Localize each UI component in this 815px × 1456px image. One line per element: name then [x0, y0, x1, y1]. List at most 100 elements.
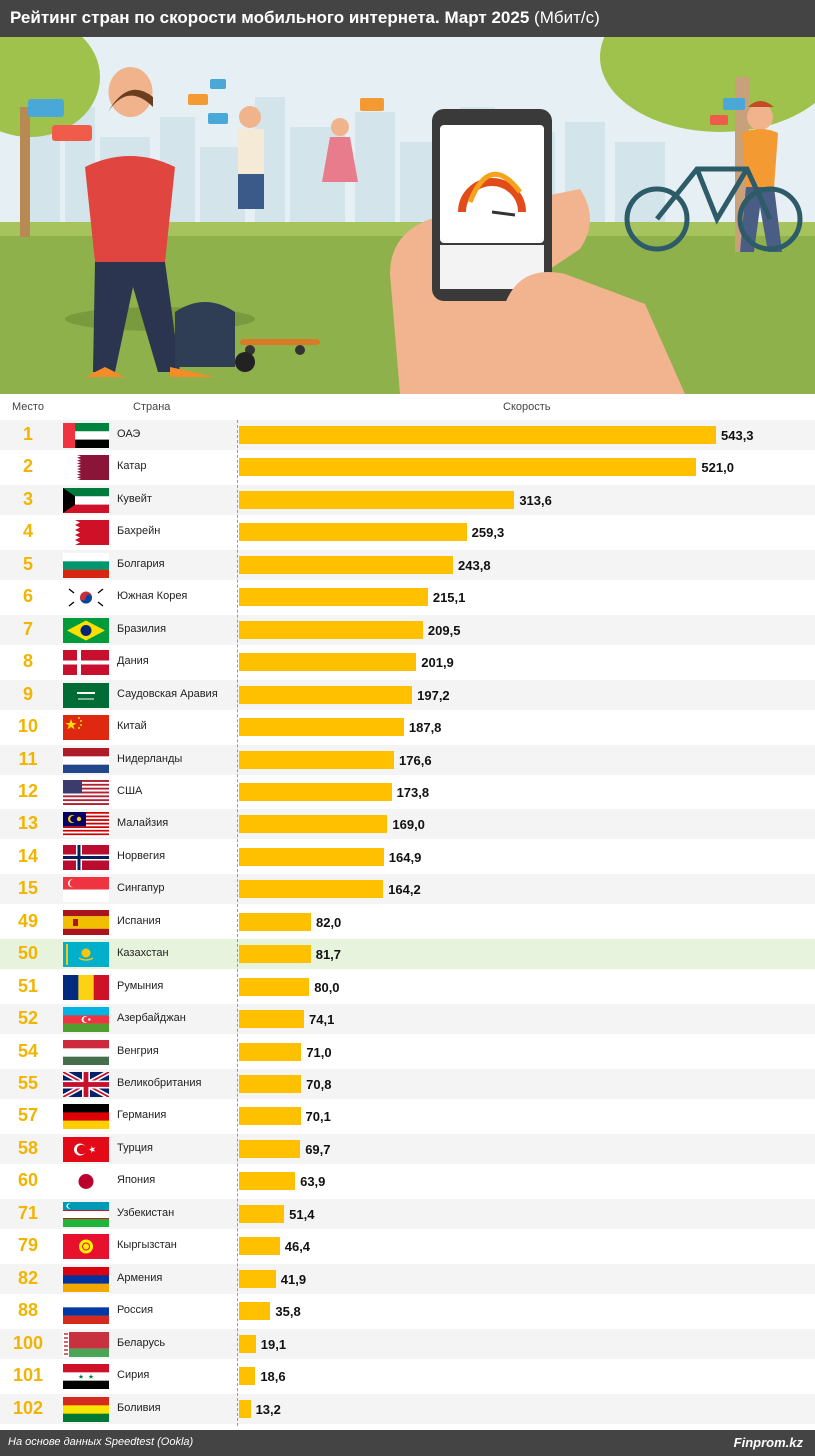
country-name: Кыргызстан — [117, 1239, 177, 1252]
speed-value-label: 164,9 — [388, 849, 422, 865]
table-row: 82 Армения 41,9 — [0, 1263, 815, 1294]
table-row: 13 Малайзия 169,0 — [0, 809, 815, 840]
rank-label: 51 — [17, 975, 39, 996]
country-name: Норвегия — [117, 849, 166, 862]
country-name: Армения — [117, 1271, 163, 1284]
speed-value-label: 176,6 — [399, 752, 432, 768]
chart-title: Рейтинг стран по скорости мобильного инт… — [10, 8, 600, 28]
rank-label: 55 — [17, 1073, 39, 1093]
country-name: Малайзия — [117, 817, 169, 830]
speed-value-label: 71,0 — [306, 1044, 332, 1060]
speed-bar — [239, 1399, 251, 1418]
table-row: 3 Кувейт 313,6 — [0, 484, 815, 515]
flag-br-icon — [63, 617, 109, 643]
rank-label: 6 — [22, 586, 33, 607]
speed-bar — [239, 1334, 256, 1353]
speed-bar — [239, 1010, 305, 1029]
rank-label: 101 — [12, 1365, 44, 1386]
title-main: Рейтинг стран по скорости мобильного инт… — [10, 8, 530, 27]
flag-ru-icon — [63, 1299, 109, 1325]
table-row: 15 Сингапур 164,2 — [0, 874, 815, 905]
rank-label: 54 — [17, 1040, 39, 1061]
rank-label: 52 — [17, 1008, 39, 1029]
rank-label: 14 — [17, 845, 39, 866]
country-name: Южная Корея — [117, 590, 188, 603]
rank-label: 79 — [17, 1235, 39, 1256]
speed-bar — [239, 782, 392, 801]
flag-nl-icon — [63, 747, 109, 773]
country-name: США — [117, 784, 143, 797]
table-row: 2 Катар 521,0 — [0, 452, 815, 482]
bar-axis-line — [237, 420, 238, 1426]
table-row: 52 Азербайджан 74,1 — [0, 1004, 815, 1035]
speed-bar — [239, 815, 388, 834]
speed-bar — [239, 977, 310, 996]
speed-value-label: 197,2 — [417, 687, 450, 703]
country-name: Япония — [117, 1174, 156, 1187]
country-name: Россия — [117, 1304, 154, 1317]
speed-bar — [239, 1172, 296, 1191]
rank-label: 10 — [17, 716, 39, 737]
flag-tr-icon — [63, 1136, 109, 1162]
table-row: 4 Бахрейн 259,3 — [0, 517, 815, 547]
speed-value-label: 215,1 — [432, 590, 466, 606]
country-name: Германия — [117, 1109, 167, 1122]
table-row: 10 Китай 187,8 — [0, 712, 815, 742]
flag-de-icon — [63, 1104, 109, 1130]
speed-bar — [239, 1139, 301, 1158]
rank-label: 82 — [17, 1267, 39, 1288]
flag-hu-icon — [63, 1039, 109, 1065]
speed-bar — [239, 620, 423, 639]
country-name: ОАЭ — [117, 428, 141, 440]
flag-sa-icon — [63, 682, 109, 708]
country-name: Венгрия — [117, 1044, 159, 1057]
speed-value-label: 243,8 — [458, 557, 491, 573]
header-speed: Скорость — [503, 401, 551, 413]
table-row: 60 Япония 63,9 — [0, 1166, 815, 1196]
speed-value-label: 41,9 — [280, 1271, 307, 1287]
speed-bar — [239, 1367, 256, 1386]
speed-value-label: 164,2 — [388, 882, 421, 898]
rank-label: 8 — [22, 651, 33, 672]
flag-az-icon — [63, 1007, 109, 1033]
rank-label: 100 — [12, 1332, 44, 1353]
rank-label: 15 — [17, 878, 39, 899]
speed-value-label: 13,2 — [255, 1401, 281, 1417]
speed-value-label: 69,7 — [305, 1141, 331, 1157]
source-note: На основе данных Speedtest (Ookla) — [8, 1436, 194, 1448]
table-row: 50 Казахстан 81,7 — [0, 939, 815, 970]
table-row: 102 Боливия 13,2 — [0, 1393, 815, 1424]
header-country: Страна — [133, 401, 171, 413]
speed-bar — [239, 653, 417, 672]
country-name: Нидерланды — [117, 752, 183, 765]
speed-bar — [239, 847, 384, 866]
header-rank: Место — [12, 401, 44, 413]
table-row: 58 Турция 69,7 — [0, 1133, 815, 1164]
table-row: 5 Болгария 243,8 — [0, 549, 815, 580]
flag-sy-icon — [63, 1364, 109, 1390]
country-name: Болгария — [117, 557, 165, 570]
speed-value-label: 521,0 — [701, 460, 734, 476]
speed-bar — [239, 490, 515, 509]
speed-value-label: 70,1 — [305, 1109, 331, 1125]
brand-logo: Finprom.kz — [733, 1435, 803, 1450]
country-name: Боливия — [117, 1401, 161, 1414]
speed-value-label: 18,6 — [260, 1369, 286, 1385]
rank-label: 71 — [17, 1202, 39, 1223]
speed-bar — [239, 912, 311, 931]
flag-uz-icon — [63, 1201, 109, 1227]
flag-cn-icon — [63, 715, 109, 741]
speed-value-label: 187,8 — [408, 720, 442, 736]
flag-no-icon — [63, 844, 109, 870]
title-bar: Рейтинг стран по скорости мобильного инт… — [0, 0, 815, 37]
country-name: Саудовская Аравия — [117, 687, 218, 700]
table-row: 14 Норвегия 164,9 — [0, 842, 815, 872]
rank-label: 9 — [22, 683, 33, 704]
flag-us-icon — [63, 779, 109, 805]
country-name: Дания — [117, 655, 149, 668]
speed-value-label: 19,1 — [260, 1336, 287, 1352]
speed-bar — [239, 1302, 271, 1321]
speed-value-label: 201,9 — [421, 655, 454, 671]
speed-value-label: 82,0 — [315, 914, 342, 930]
